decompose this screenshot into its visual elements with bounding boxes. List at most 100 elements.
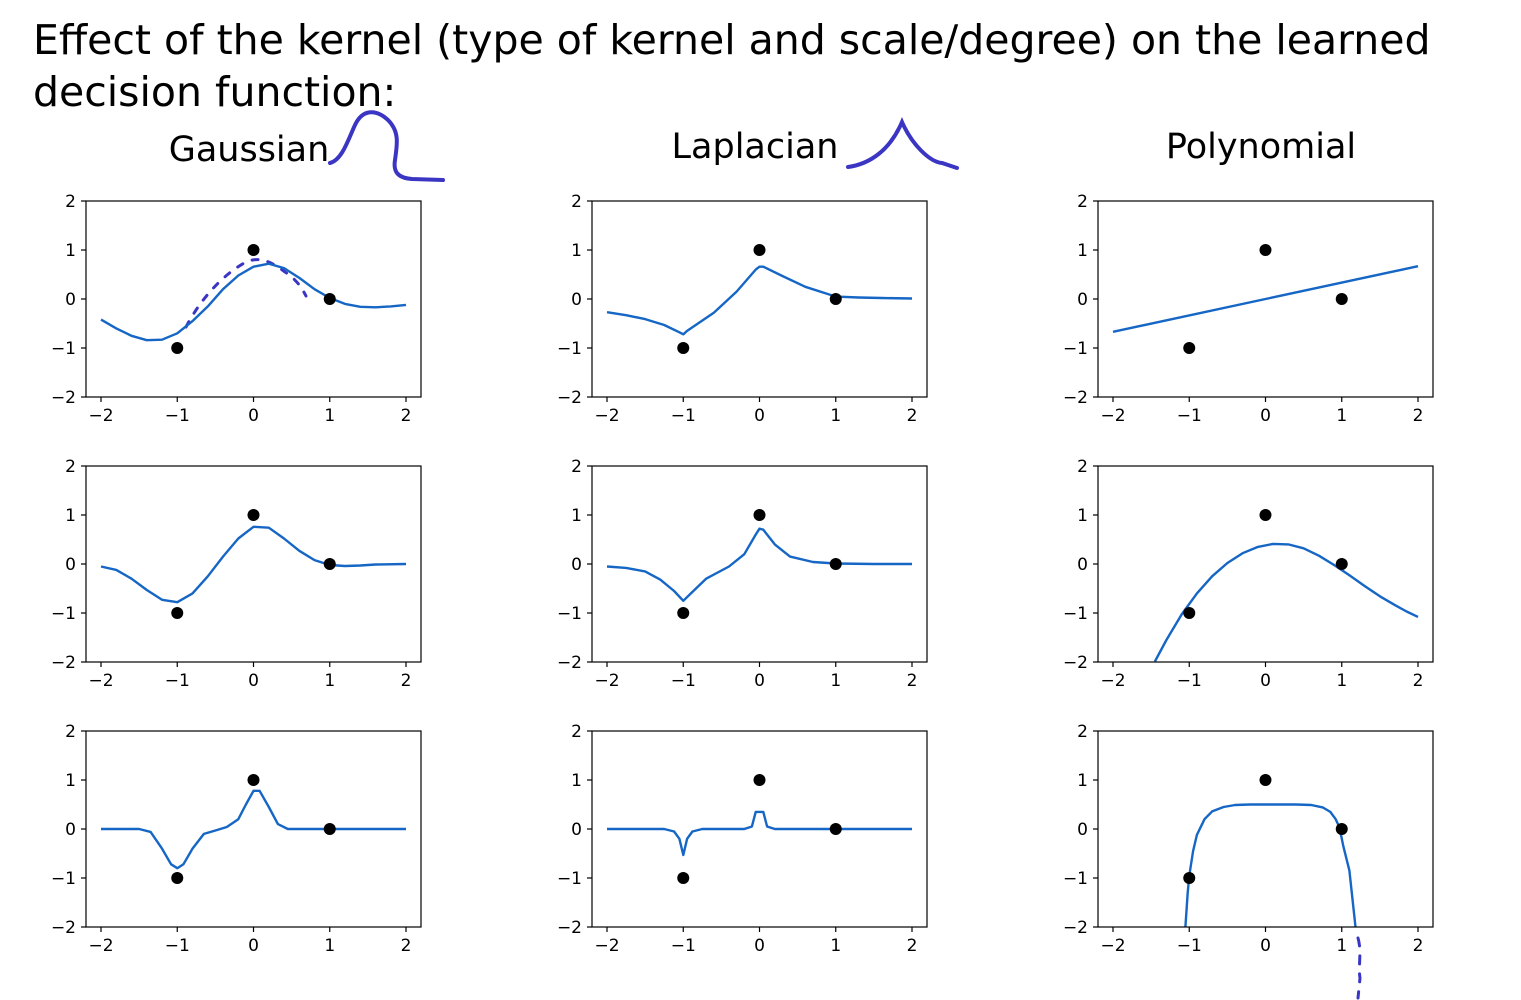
x-tick-label: 2 [907, 671, 918, 691]
plot-frame [591, 730, 928, 928]
y-tick-label: 2 [571, 457, 582, 477]
ink-laplacian-sketch [846, 116, 959, 170]
y-tick-label: 2 [1077, 722, 1088, 742]
x-tick-label: −2 [1100, 671, 1125, 691]
x-tick-label: 2 [907, 936, 918, 956]
x-tick-label: −1 [165, 406, 190, 426]
decision-curve [1112, 265, 1419, 333]
y-tick-label: 0 [65, 290, 76, 310]
panel-laplacian-2: −2 −1 0 1 2 −2 −1 0 1 2 [557, 457, 928, 691]
y-tick-label: 1 [65, 771, 76, 791]
data-point [1259, 244, 1272, 256]
x-tick-label: −2 [594, 936, 619, 956]
y-tick-label: −2 [51, 653, 76, 673]
x-tick-label: 0 [248, 671, 259, 691]
data-point [171, 872, 184, 884]
data-point [1335, 823, 1348, 835]
data-point [753, 244, 766, 256]
y-tick-label: 1 [571, 241, 582, 261]
data-point [1259, 774, 1272, 786]
y-tick-label: 2 [65, 457, 76, 477]
panel-gaussian-2: −2 −1 0 1 2 −2 −1 0 1 2 [51, 457, 422, 691]
y-tick-label: 0 [571, 290, 582, 310]
slide-title: Effect of the kernel (type of kernel and… [33, 16, 1431, 116]
y-tick-label: −2 [51, 388, 76, 408]
y-tick-label: 2 [571, 192, 582, 212]
x-tick-label: 1 [324, 406, 335, 426]
x-tick-label: −2 [594, 406, 619, 426]
x-tick-label: 2 [1413, 671, 1424, 691]
x-tick-label: −2 [88, 936, 113, 956]
y-tick-label: −1 [1063, 604, 1088, 624]
data-point [323, 823, 336, 835]
plot-frame [591, 465, 928, 663]
data-point [677, 872, 690, 884]
y-tick-label: −2 [557, 918, 582, 938]
data-point [247, 774, 260, 786]
data-point [171, 342, 184, 354]
x-tick-label: 1 [830, 671, 841, 691]
x-tick-label: −1 [1177, 406, 1202, 426]
x-tick-label: 0 [1260, 406, 1271, 426]
x-tick-label: −2 [88, 671, 113, 691]
panel-polynomial-2: −2 −1 0 1 2 −2 −1 0 1 2 [1063, 457, 1434, 691]
data-point [323, 293, 336, 305]
x-tick-label: −2 [594, 671, 619, 691]
ink-gaussian-sketch [328, 110, 445, 182]
y-tick-label: 1 [65, 506, 76, 526]
y-tick-label: 0 [1077, 555, 1088, 575]
x-tick-label: 0 [754, 406, 765, 426]
decision-curve [606, 265, 913, 336]
y-tick-label: 2 [571, 722, 582, 742]
x-tick-label: 2 [401, 671, 412, 691]
y-tick-label: −1 [1063, 339, 1088, 359]
panel-laplacian-1: −2 −1 0 1 2 −2 −1 0 1 2 [557, 192, 928, 426]
x-tick-label: 2 [907, 406, 918, 426]
y-tick-label: 2 [65, 192, 76, 212]
y-tick-label: −2 [557, 388, 582, 408]
panel-gaussian-1: −2 −1 0 1 2 −2 −1 0 1 2 [51, 192, 422, 426]
x-tick-label: 1 [1336, 671, 1347, 691]
x-tick-label: 2 [1413, 406, 1424, 426]
data-point [753, 509, 766, 521]
x-tick-label: −2 [88, 406, 113, 426]
y-tick-label: 1 [1077, 771, 1088, 791]
y-tick-label: 0 [571, 555, 582, 575]
y-tick-label: 0 [1077, 820, 1088, 840]
x-tick-label: 1 [324, 936, 335, 956]
column-title-polynomial: Polynomial [1166, 127, 1356, 167]
y-tick-label: 0 [65, 555, 76, 575]
data-point [1183, 872, 1196, 884]
y-tick-label: 2 [65, 722, 76, 742]
y-tick-label: −2 [1063, 388, 1088, 408]
decision-curve [100, 262, 407, 342]
x-tick-label: 0 [754, 671, 765, 691]
data-point [1259, 509, 1272, 521]
decision-curve [101, 789, 406, 870]
panel-polynomial-1: −2 −1 0 1 2 −2 −1 0 1 2 [1063, 192, 1434, 426]
plot-frame [85, 465, 422, 663]
data-point [829, 558, 842, 570]
y-tick-label: −1 [1063, 869, 1088, 889]
x-tick-label: −1 [165, 671, 190, 691]
y-tick-label: 1 [571, 771, 582, 791]
ink-dashed-trace [184, 258, 308, 329]
x-tick-label: 0 [248, 406, 259, 426]
y-tick-label: 2 [1077, 192, 1088, 212]
y-tick-label: 0 [1077, 290, 1088, 310]
ink-dashed-trace-continuation [1356, 936, 1362, 1000]
data-point [753, 774, 766, 786]
x-tick-label: 1 [324, 671, 335, 691]
x-tick-label: 0 [754, 936, 765, 956]
data-point [1183, 342, 1196, 354]
y-tick-label: −2 [1063, 918, 1088, 938]
plot-frame [85, 730, 422, 928]
decision-curve [100, 525, 407, 604]
panel-gaussian-3: −2 −1 0 1 2 −2 −1 0 1 2 [51, 722, 422, 956]
y-tick-label: −1 [557, 869, 582, 889]
decision-curve [607, 810, 912, 857]
x-tick-label: −1 [671, 936, 696, 956]
x-tick-label: −1 [671, 406, 696, 426]
x-tick-label: 1 [1336, 406, 1347, 426]
panel-polynomial-3: −2 −1 0 1 2 −2 −1 0 1 2 [1063, 722, 1434, 956]
